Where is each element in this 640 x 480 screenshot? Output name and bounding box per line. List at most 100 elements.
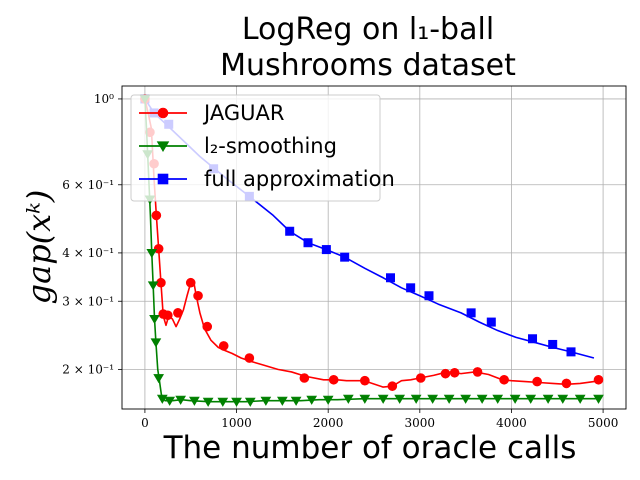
data-point [202, 397, 214, 407]
data-point [153, 243, 164, 254]
data-point [193, 290, 203, 301]
y-tick-label: 10⁰ [94, 92, 114, 106]
data-point [260, 396, 272, 406]
x-axis-label: The number of oracle calls [163, 430, 577, 466]
data-point [427, 394, 439, 404]
x-tick-label: 4000 [496, 416, 527, 430]
legend-label: full approximation [204, 167, 395, 191]
data-point [557, 394, 569, 404]
data-point [466, 308, 476, 318]
data-point [185, 277, 196, 288]
data-point [322, 395, 334, 405]
data-point [328, 374, 339, 385]
data-point [472, 367, 483, 377]
data-point [499, 374, 509, 385]
data-point [406, 283, 416, 293]
legend: JAGUAR l₂-smoothing full approximation [130, 94, 395, 202]
data-point [476, 394, 488, 404]
y-tick-label: 4 × 10⁻¹ [62, 246, 114, 260]
y-tick-label: 3 × 10⁻¹ [62, 294, 114, 308]
data-point [231, 397, 242, 407]
data-point [299, 373, 310, 383]
data-point [321, 245, 331, 255]
data-point [561, 378, 572, 389]
data-point [217, 397, 229, 407]
data-point [163, 310, 173, 321]
data-point [359, 394, 371, 404]
data-point [153, 374, 165, 384]
x-axis: 0 1000 2000 3000 4000 5000 [141, 409, 618, 430]
data-point [202, 321, 213, 332]
data-point [377, 394, 389, 404]
data-point [218, 341, 229, 351]
data-point [149, 315, 160, 325]
data-point [528, 334, 538, 344]
data-point [509, 394, 521, 404]
data-point [360, 375, 370, 386]
data-point [151, 210, 162, 221]
x-tick-label: 3000 [405, 416, 436, 430]
x-tick-label: 1000 [221, 416, 252, 430]
data-point [443, 394, 455, 404]
data-point [415, 373, 426, 383]
data-point [156, 277, 166, 288]
data-point [306, 395, 318, 405]
chart-title-line-1: LogReg on l₁-ball [242, 12, 494, 47]
legend-box [130, 94, 381, 202]
data-point [340, 252, 350, 262]
data-point [440, 368, 451, 379]
legend-marker [156, 141, 170, 153]
data-point [385, 273, 395, 283]
legend-label: l₂-smoothing [204, 134, 337, 158]
legend-item: l₂-smoothing [139, 134, 337, 158]
legend-marker [157, 173, 169, 185]
data-point [285, 226, 295, 236]
data-point [486, 317, 496, 327]
x-tick-label: 2000 [313, 416, 344, 430]
data-point [303, 238, 313, 248]
data-point [532, 376, 542, 387]
y-tick-label: 6 × 10⁻¹ [62, 178, 114, 192]
data-point [460, 394, 471, 404]
data-point [342, 394, 354, 404]
data-point [424, 291, 434, 301]
legend-item: full approximation [139, 167, 395, 191]
series-1 [139, 95, 604, 407]
data-point [290, 396, 302, 406]
data-point [387, 381, 398, 391]
data-point [410, 394, 422, 404]
x-tick-label: 0 [141, 416, 149, 430]
data-point [277, 396, 288, 406]
data-point [189, 396, 200, 406]
data-point [548, 339, 558, 349]
data-point [164, 396, 176, 406]
y-axis: 10⁰ 6 × 10⁻¹ 4 × 10⁻¹ 3 × 10⁻¹ 2 × 10⁻¹ [62, 92, 122, 376]
series-line [144, 98, 599, 403]
y-tick-label: 2 × 10⁻¹ [62, 362, 114, 376]
data-point [146, 248, 158, 259]
legend-item: JAGUAR [139, 101, 284, 125]
data-point [525, 394, 537, 404]
data-point [492, 394, 504, 404]
data-point [244, 353, 255, 363]
data-point [593, 394, 604, 404]
data-point [566, 347, 576, 357]
legend-label: JAGUAR [202, 101, 284, 125]
x-tick-label: 5000 [588, 416, 619, 430]
data-point [542, 394, 554, 404]
data-point [173, 308, 183, 318]
data-point [593, 374, 604, 385]
data-point [394, 394, 406, 404]
title: LogReg on l₁-ball Mushrooms dataset [220, 12, 516, 83]
chart-title-line-2: Mushrooms dataset [220, 48, 516, 83]
data-point [449, 367, 460, 378]
data-point [147, 281, 159, 291]
data-point [574, 394, 586, 404]
series-layer [139, 94, 604, 407]
y-axis-label: gap(xᵏ) [20, 190, 58, 305]
data-point [150, 338, 162, 348]
legend-marker [157, 107, 169, 119]
plot-frame [121, 85, 627, 410]
data-point [244, 397, 256, 407]
